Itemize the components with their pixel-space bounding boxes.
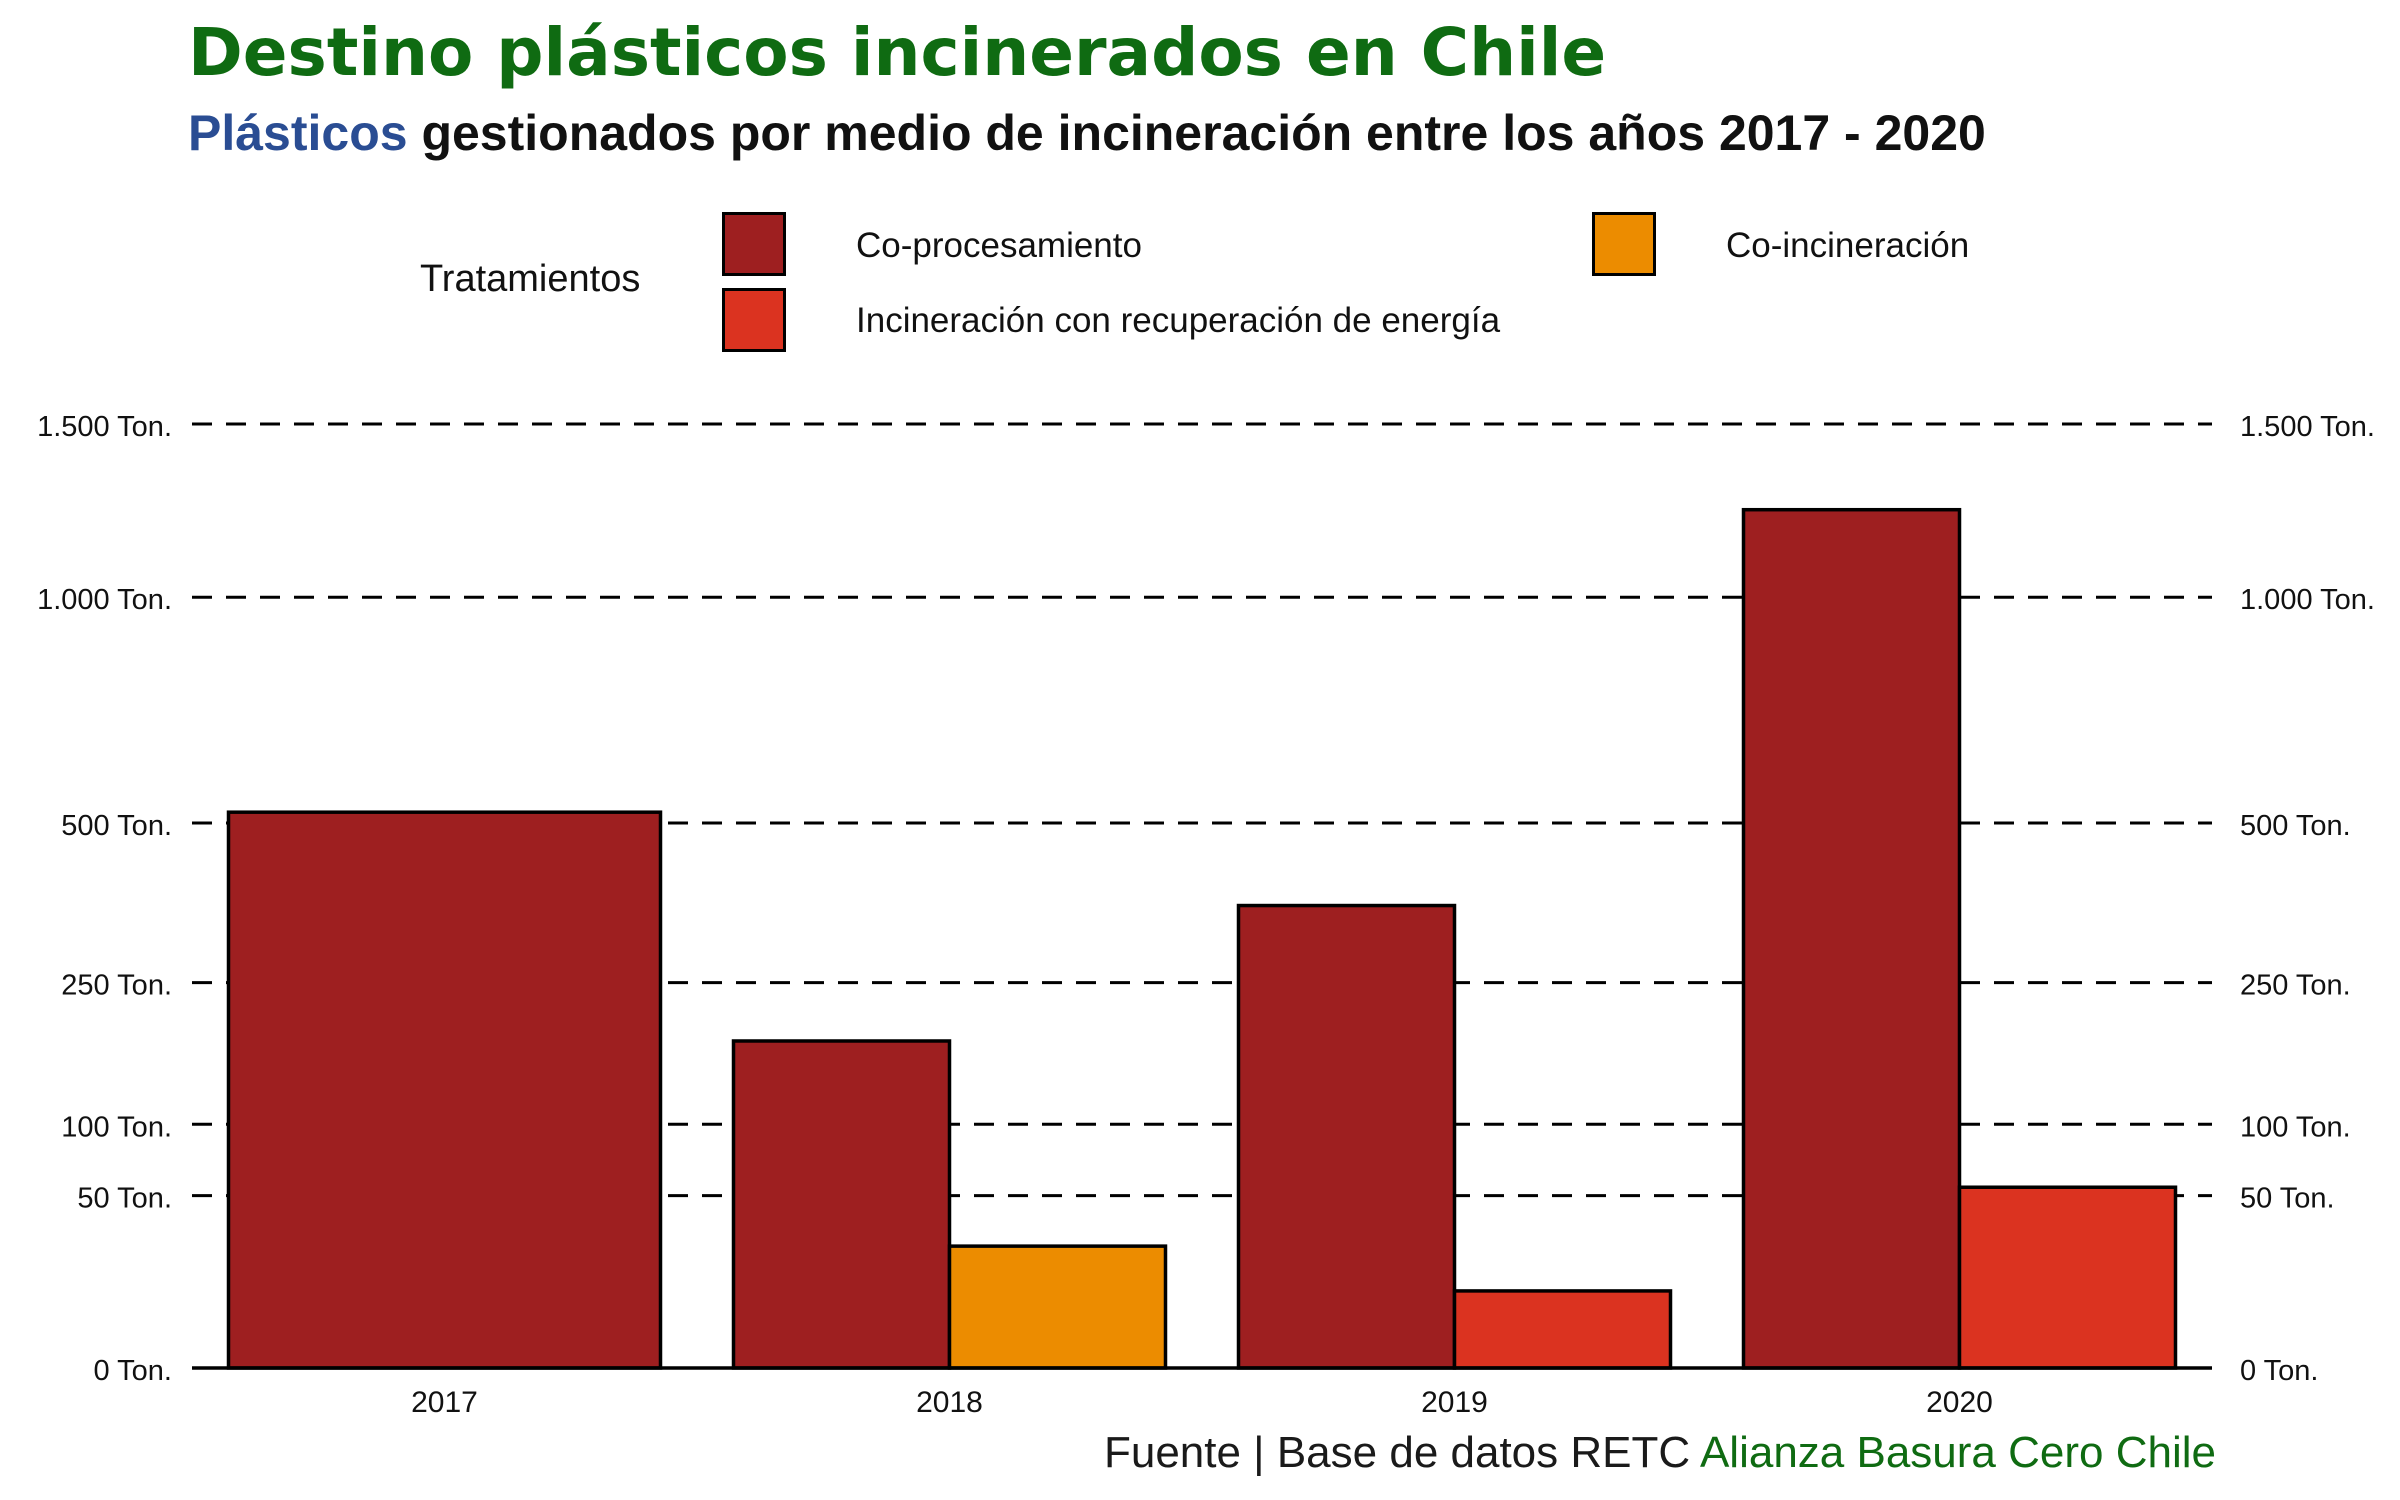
legend-label-incineracion-energia: Incineración con recuperación de energía — [856, 301, 1501, 340]
bar-co-incineracion-2018 — [947, 1244, 1168, 1370]
y-tick-label-left: 1.000 Ton. — [37, 584, 172, 616]
bar-incineracion-energia-2019 — [1452, 1289, 1673, 1370]
bar-co-procesamiento-2017 — [226, 810, 663, 1370]
y-tick-label-right: 0 Ton. — [2240, 1355, 2318, 1387]
bar-co-procesamiento-2018 — [731, 1039, 952, 1370]
source-prefix: Fuente | Base de datos RETC — [1103, 1428, 1700, 1477]
y-tick-label-right: 500 Ton. — [2240, 810, 2351, 842]
bar-incineracion-energia-2020 — [1957, 1185, 2178, 1370]
bar-co-procesamiento-2019 — [1236, 903, 1457, 1370]
x-tick-label-2019: 2019 — [1421, 1386, 1488, 1419]
y-tick-label-left: 500 Ton. — [61, 810, 172, 842]
x-tick-label-2017: 2017 — [411, 1386, 478, 1419]
subtitle-rest: gestionados por medio de incineración en… — [407, 105, 1986, 161]
y-tick-label-right: 1.500 Ton. — [2240, 411, 2375, 443]
x-tick-label-2020: 2020 — [1926, 1386, 1993, 1419]
y-tick-label-left: 100 Ton. — [61, 1111, 172, 1143]
y-tick-label-right: 100 Ton. — [2240, 1111, 2351, 1143]
y-tick-label-left: 0 Ton. — [94, 1355, 172, 1387]
y-tick-label-left: 1.500 Ton. — [37, 411, 172, 443]
x-tick-label-2018: 2018 — [916, 1386, 983, 1419]
axis-layer: 0 Ton. 0 Ton. 50 Ton. 50 Ton. 100 Ton. 100 To… — [37, 411, 2375, 1419]
y-tick-label-right: 1.000 Ton. — [2240, 584, 2375, 616]
source-caption: Fuente | Base de datos RETC Alianza Basu… — [1104, 1428, 2216, 1478]
chart-subtitle: Plásticos gestionados por medio de incin… — [188, 104, 1986, 162]
legend-key-co-incineracion — [1592, 212, 1656, 276]
legend-key-incineracion-energia — [722, 288, 786, 352]
y-tick-label-right: 250 Ton. — [2240, 970, 2351, 1002]
chart-title: Destino plásticos incinerados en Chile — [188, 14, 1607, 91]
legend-label-co-incineracion: Co-incineración — [1726, 226, 1970, 265]
y-tick-label-right: 50 Ton. — [2240, 1183, 2335, 1215]
y-tick-label-left: 50 Ton. — [77, 1183, 172, 1215]
source-org: Alianza Basura Cero Chile — [1699, 1428, 2216, 1477]
bar-co-procesamiento-2020 — [1741, 507, 1962, 1370]
legend-label-co-procesamiento: Co-procesamiento — [856, 226, 1142, 265]
subtitle-highlight: Plásticos — [188, 105, 408, 161]
legend-key-co-procesamiento — [722, 212, 786, 276]
bar-layer — [226, 507, 2178, 1370]
legend-title: Tratamientos — [420, 258, 641, 300]
y-tick-label-left: 250 Ton. — [61, 970, 172, 1002]
